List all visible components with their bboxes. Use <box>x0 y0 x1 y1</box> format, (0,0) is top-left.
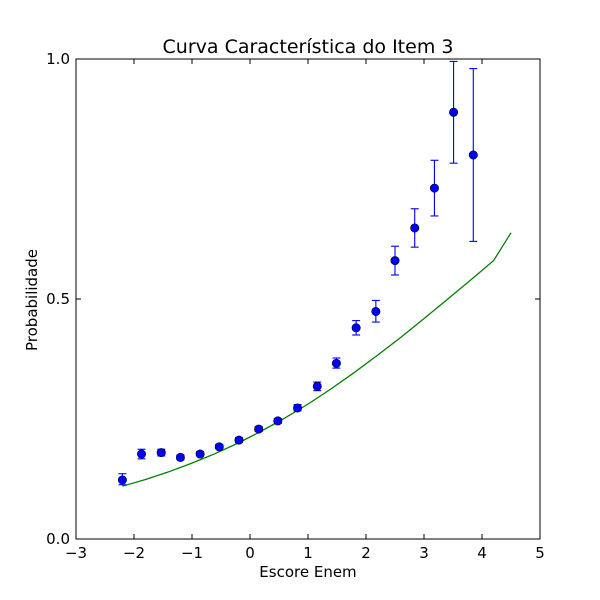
data-point-13 <box>371 299 381 323</box>
data-point-marker <box>371 306 381 316</box>
data-point-8 <box>273 416 283 426</box>
data-point-marker <box>137 449 147 459</box>
data-point-marker <box>351 323 361 333</box>
data-point-marker <box>331 358 341 368</box>
data-point-marker <box>195 449 205 459</box>
data-point-5 <box>214 442 224 452</box>
data-point-1 <box>137 448 147 460</box>
y-tick-label: 1.0 <box>46 50 70 68</box>
x-tick-label: 2 <box>361 544 371 562</box>
x-tick-label: 5 <box>535 544 545 562</box>
x-tick-label: 3 <box>419 544 429 562</box>
data-point-marker <box>234 435 244 445</box>
x-tick-label: −3 <box>65 544 87 562</box>
data-point-marker <box>312 381 322 391</box>
plot-area: −3 −2 −1 0 1 2 3 4 5 0.0 0.5 1.0 <box>46 50 545 562</box>
y-tick-label: 0.0 <box>46 530 70 548</box>
x-tick-label: −1 <box>181 544 203 562</box>
data-point-marker <box>468 150 478 160</box>
data-point-marker <box>175 452 185 462</box>
data-point-marker <box>390 256 400 266</box>
data-point-16 <box>429 159 439 217</box>
x-tick-label: 1 <box>303 544 313 562</box>
data-point-12 <box>351 320 361 336</box>
chart-title: Curva Característica do Item 3 <box>163 36 454 58</box>
data-point-17 <box>449 60 459 164</box>
data-point-marker <box>449 107 459 117</box>
data-point-marker <box>117 475 127 485</box>
data-point-10 <box>312 381 322 392</box>
data-point-9 <box>293 403 303 413</box>
series-line-0 <box>122 232 512 487</box>
data-point-4 <box>195 449 205 459</box>
data-point-14 <box>390 245 400 276</box>
data-point-marker <box>214 442 224 452</box>
data-point-marker <box>254 424 264 434</box>
data-point-marker <box>429 183 439 193</box>
data-point-3 <box>175 452 185 462</box>
data-point-18 <box>468 68 478 242</box>
y-axis-label: Probabilidade <box>23 249 41 351</box>
data-point-11 <box>331 357 341 369</box>
data-point-marker <box>273 416 283 426</box>
y-tick-label: 0.5 <box>46 290 70 308</box>
data-point-marker <box>410 223 420 233</box>
x-axis-label: Escore Enem <box>259 563 356 581</box>
data-point-6 <box>234 435 244 445</box>
data-point-0 <box>117 473 127 486</box>
x-tick-label: 0 <box>245 544 255 562</box>
data-point-2 <box>156 448 166 458</box>
data-point-7 <box>254 424 264 434</box>
data-point-marker <box>156 448 166 458</box>
data-point-marker <box>293 403 303 413</box>
x-tick-label: 4 <box>477 544 487 562</box>
x-tick-label: −2 <box>123 544 145 562</box>
data-point-15 <box>410 208 420 248</box>
plot-frame <box>75 58 541 540</box>
